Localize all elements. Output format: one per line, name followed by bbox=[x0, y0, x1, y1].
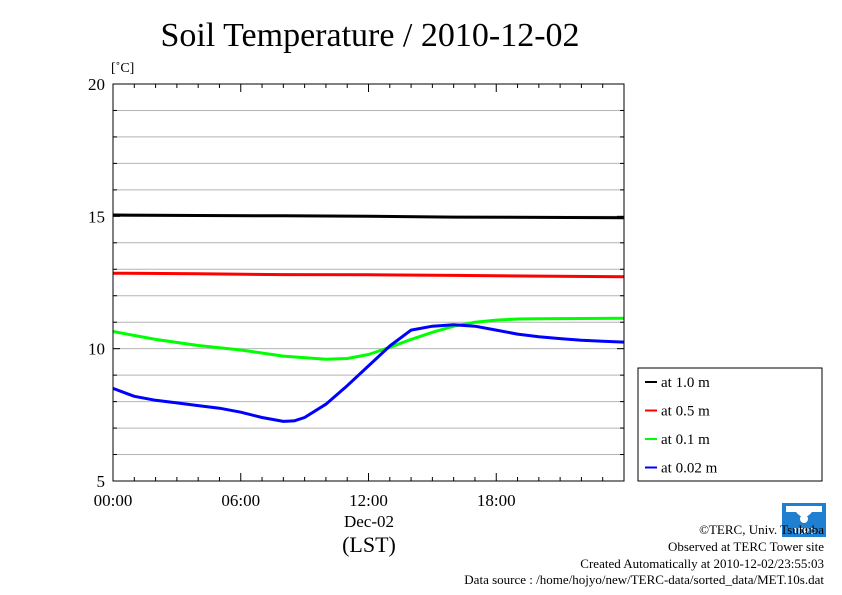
x-date-label: Dec-02 bbox=[344, 512, 394, 531]
y-tick-label: 15 bbox=[88, 207, 105, 226]
data-source-text: Data source : /home/hojyo/new/TERC-data/… bbox=[464, 572, 824, 587]
series-line bbox=[112, 271, 625, 279]
series-line bbox=[112, 213, 625, 220]
x-tick-label: 18:00 bbox=[477, 491, 516, 510]
legend: at 1.0 m at 0.5 m at 0.1 m at 0.02 m bbox=[637, 367, 823, 482]
y-unit-label: [˚C] bbox=[111, 61, 134, 76]
y-axis: 20 15 10 5 bbox=[88, 75, 624, 491]
x-tick-label: 06:00 bbox=[221, 491, 260, 510]
y-tick-label: 20 bbox=[88, 75, 105, 94]
y-tick-label: 10 bbox=[88, 340, 105, 359]
terc-logo: TERC bbox=[782, 503, 826, 537]
legend-label: at 0.1 m bbox=[661, 432, 710, 448]
chart-title: Soil Temperature / 2010-12-02 bbox=[160, 17, 579, 54]
grid-lines bbox=[113, 109, 624, 456]
y-tick-label: 5 bbox=[97, 472, 106, 491]
x-axis: 00:00 06:00 12:00 18:00 bbox=[94, 84, 625, 510]
legend-label: at 0.5 m bbox=[661, 404, 710, 420]
copyright-text: ©TERC, Univ. Tsukuba bbox=[699, 522, 824, 537]
x-tick-label: 00:00 bbox=[94, 491, 133, 510]
logo-text: TERC bbox=[793, 527, 815, 536]
plot-frame bbox=[112, 83, 625, 482]
series-lines bbox=[112, 213, 625, 423]
legend-label: at 0.02 m bbox=[661, 461, 718, 477]
logo-drop-shape bbox=[786, 506, 822, 517]
observed-text: Observed at TERC Tower site bbox=[667, 539, 824, 554]
x-axis-label: (LST) bbox=[342, 532, 396, 557]
created-text: Created Automatically at 2010-12-02/23:5… bbox=[580, 556, 824, 571]
series-line bbox=[112, 316, 625, 361]
x-tick-label: 12:00 bbox=[349, 491, 388, 510]
legend-label: at 1.0 m bbox=[661, 375, 710, 391]
series-line bbox=[112, 323, 625, 423]
logo-dot bbox=[800, 515, 808, 523]
legend-box bbox=[637, 367, 823, 482]
